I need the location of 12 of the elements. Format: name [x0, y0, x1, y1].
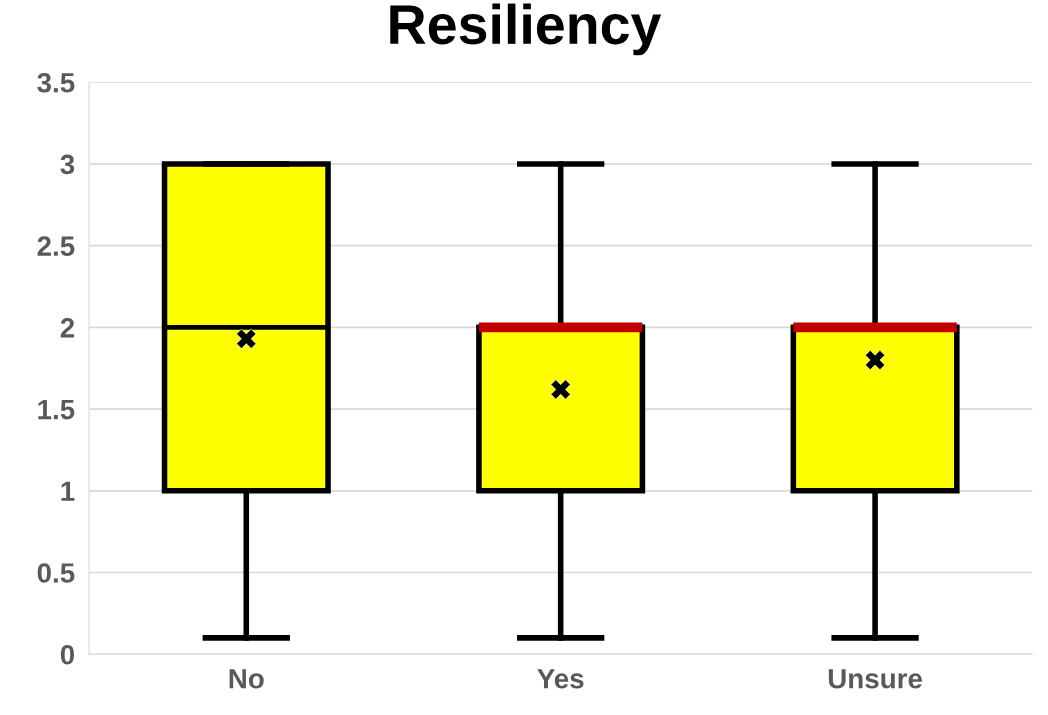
- y-tick-label: 0: [60, 644, 75, 665]
- y-tick-label: 3.5: [37, 72, 75, 93]
- y-tick-label: 2.5: [37, 236, 75, 256]
- x-tick-label: Unsure: [828, 669, 922, 689]
- chart-title: Resiliency: [390, 3, 662, 56]
- y-tick-label: 3: [60, 154, 75, 175]
- x-tick-label: No: [229, 669, 264, 689]
- y-tick-label: 2: [60, 318, 75, 338]
- y-tick-label: 0.5: [37, 563, 75, 583]
- x-tick-label: Yes: [537, 669, 584, 689]
- y-tick-label: 1: [61, 481, 75, 501]
- y-tick-label: 1.5: [38, 400, 75, 420]
